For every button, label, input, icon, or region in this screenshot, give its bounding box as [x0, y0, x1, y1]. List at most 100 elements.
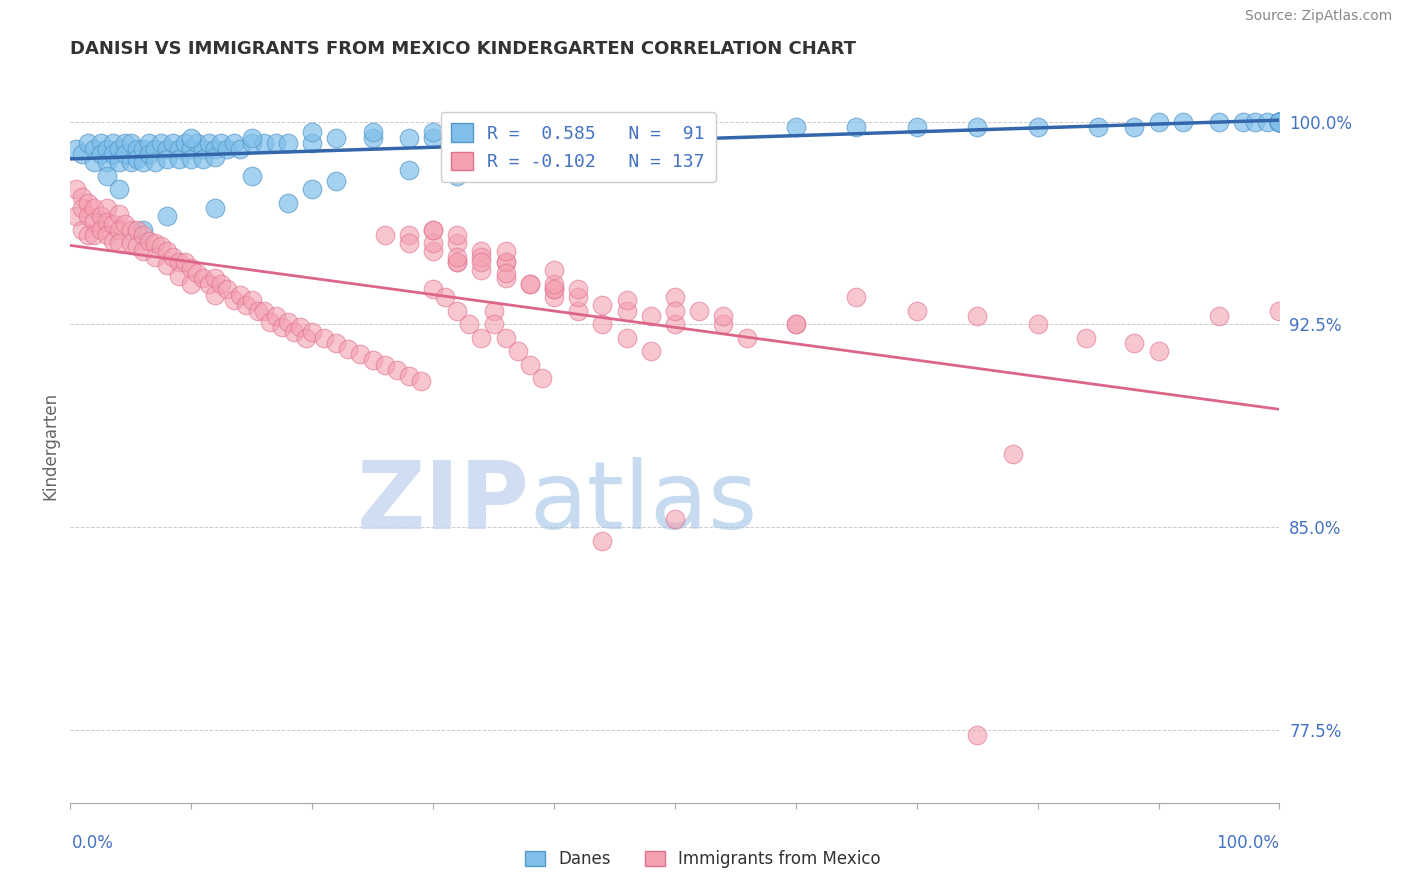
- Point: [361, 352, 384, 367]
- Point: [543, 282, 565, 296]
- Point: [640, 344, 662, 359]
- Point: [385, 363, 408, 377]
- Point: [1268, 114, 1291, 128]
- Point: [72, 201, 94, 215]
- Point: [107, 182, 129, 196]
- Point: [1074, 331, 1097, 345]
- Point: [325, 131, 347, 145]
- Point: [664, 318, 686, 332]
- Point: [83, 155, 105, 169]
- Point: [446, 255, 468, 269]
- Point: [446, 228, 468, 243]
- Point: [77, 136, 100, 151]
- Point: [270, 320, 294, 334]
- Point: [567, 290, 589, 304]
- Text: Source: ZipAtlas.com: Source: ZipAtlas.com: [1244, 9, 1392, 23]
- Point: [1208, 114, 1230, 128]
- Point: [96, 169, 118, 183]
- Point: [204, 201, 226, 215]
- Point: [1232, 114, 1254, 128]
- Point: [180, 131, 202, 145]
- Point: [253, 136, 276, 151]
- Point: [664, 303, 686, 318]
- Point: [217, 282, 239, 296]
- Point: [162, 136, 184, 151]
- Point: [222, 136, 245, 151]
- Point: [228, 142, 250, 156]
- Point: [193, 153, 215, 167]
- Point: [1268, 114, 1291, 128]
- Point: [107, 206, 129, 220]
- Point: [446, 169, 468, 183]
- Point: [711, 318, 734, 332]
- Point: [495, 244, 517, 259]
- Point: [132, 228, 155, 243]
- Point: [1002, 447, 1025, 461]
- Point: [591, 298, 613, 312]
- Point: [470, 255, 492, 269]
- Point: [1268, 114, 1291, 128]
- Point: [240, 131, 263, 145]
- Point: [174, 255, 197, 269]
- Point: [72, 190, 94, 204]
- Point: [101, 147, 124, 161]
- Point: [640, 310, 662, 324]
- Point: [150, 239, 172, 253]
- Point: [567, 282, 589, 296]
- Point: [616, 331, 638, 345]
- Point: [101, 234, 124, 248]
- Point: [193, 271, 215, 285]
- Point: [120, 236, 142, 251]
- Point: [143, 155, 166, 169]
- Point: [1171, 114, 1194, 128]
- Point: [90, 223, 111, 237]
- Point: [446, 255, 468, 269]
- Point: [785, 318, 807, 332]
- Point: [1087, 120, 1109, 134]
- Point: [120, 223, 142, 237]
- Point: [301, 182, 323, 196]
- Point: [180, 277, 202, 291]
- Point: [259, 315, 281, 329]
- Point: [314, 331, 336, 345]
- Point: [264, 310, 287, 324]
- Text: ZIP: ZIP: [357, 457, 530, 549]
- Point: [107, 223, 129, 237]
- Point: [143, 142, 166, 156]
- Point: [905, 120, 928, 134]
- Point: [204, 150, 226, 164]
- Point: [150, 136, 172, 151]
- Point: [301, 326, 323, 340]
- Point: [1123, 336, 1146, 351]
- Text: 0.0%: 0.0%: [72, 834, 114, 852]
- Point: [446, 236, 468, 251]
- Point: [664, 290, 686, 304]
- Point: [398, 131, 420, 145]
- Point: [295, 331, 318, 345]
- Point: [1147, 114, 1170, 128]
- Point: [374, 358, 396, 372]
- Point: [107, 236, 129, 251]
- Point: [90, 147, 111, 161]
- Point: [664, 512, 686, 526]
- Point: [72, 223, 94, 237]
- Point: [361, 131, 384, 145]
- Point: [228, 287, 250, 301]
- Point: [107, 155, 129, 169]
- Point: [398, 368, 420, 383]
- Point: [495, 255, 517, 269]
- Point: [1208, 310, 1230, 324]
- Point: [77, 228, 100, 243]
- Point: [458, 131, 481, 145]
- Point: [253, 303, 276, 318]
- Point: [125, 142, 148, 156]
- Point: [398, 236, 420, 251]
- Point: [138, 234, 160, 248]
- Point: [114, 218, 136, 232]
- Point: [167, 153, 190, 167]
- Point: [301, 125, 323, 139]
- Point: [96, 142, 118, 156]
- Point: [616, 293, 638, 307]
- Point: [1026, 318, 1049, 332]
- Point: [361, 125, 384, 139]
